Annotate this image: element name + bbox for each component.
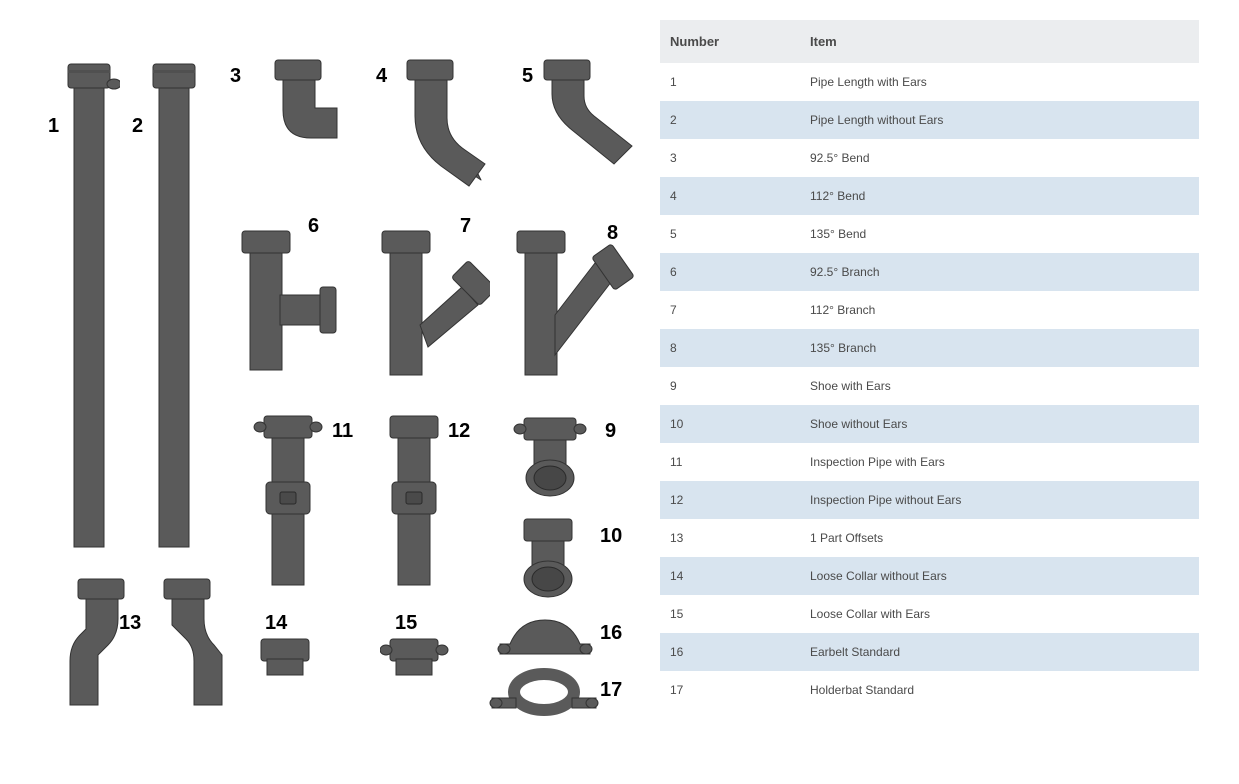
cell-number: 17 — [660, 671, 800, 709]
part-1-pipe-with-ears — [60, 60, 120, 550]
cell-item: 135° Branch — [800, 329, 1199, 367]
part-16-earbelt — [490, 610, 600, 660]
part-13b-offset — [160, 575, 230, 715]
diagram-label-13: 13 — [119, 612, 141, 635]
cell-number: 12 — [660, 481, 800, 519]
cell-number: 10 — [660, 405, 800, 443]
cell-item: Loose Collar with Ears — [800, 595, 1199, 633]
part-13a-offset — [58, 575, 128, 715]
diagram-label-3: 3 — [230, 65, 241, 88]
cell-item: Pipe Length without Ears — [800, 101, 1199, 139]
cell-item: Inspection Pipe with Ears — [800, 443, 1199, 481]
cell-item: 112° Branch — [800, 291, 1199, 329]
diagram-label-10: 10 — [600, 525, 622, 548]
cell-number: 4 — [660, 177, 800, 215]
cell-number: 13 — [660, 519, 800, 557]
diagram-label-1: 1 — [48, 115, 59, 138]
cell-item: Pipe Length with Ears — [800, 63, 1199, 101]
part-14-collar-no-ears — [255, 635, 315, 680]
cell-item: Holderbat Standard — [800, 671, 1199, 709]
table-row: 131 Part Offsets — [660, 519, 1199, 557]
diagram-label-5: 5 — [522, 65, 533, 88]
diagram-label-7: 7 — [460, 215, 471, 238]
part-6-branch-92 — [230, 225, 340, 375]
cell-number: 14 — [660, 557, 800, 595]
part-4-bend-112 — [385, 58, 495, 193]
table-row: 15Loose Collar with Ears — [660, 595, 1199, 633]
part-3-bend-92 — [245, 58, 345, 178]
table-row: 1Pipe Length with Ears — [660, 63, 1199, 101]
cell-number: 9 — [660, 367, 800, 405]
cell-number: 7 — [660, 291, 800, 329]
part-2-pipe-without-ears — [145, 60, 200, 550]
cell-number: 11 — [660, 443, 800, 481]
part-12-inspection-no-ears — [378, 410, 448, 590]
cell-number: 2 — [660, 101, 800, 139]
part-8-branch-135 — [505, 225, 635, 380]
table-row: 5135° Bend — [660, 215, 1199, 253]
table-panel: Number Item 1Pipe Length with Ears2Pipe … — [650, 0, 1239, 784]
diagram-label-12: 12 — [448, 420, 470, 443]
cell-item: Shoe without Ears — [800, 405, 1199, 443]
diagram-label-9: 9 — [605, 420, 616, 443]
table-row: 4112° Bend — [660, 177, 1199, 215]
table-row: 8135° Branch — [660, 329, 1199, 367]
cell-item: 1 Part Offsets — [800, 519, 1199, 557]
part-5-bend-135 — [530, 58, 640, 168]
diagram-label-17: 17 — [600, 679, 622, 702]
part-7-branch-112 — [370, 225, 490, 380]
part-17-holderbat — [484, 668, 604, 723]
table-row: 10Shoe without Ears — [660, 405, 1199, 443]
diagram-label-11: 11 — [332, 420, 353, 443]
diagram-label-4: 4 — [376, 65, 387, 88]
table-row: 11Inspection Pipe with Ears — [660, 443, 1199, 481]
cell-item: 92.5° Branch — [800, 253, 1199, 291]
diagram-label-16: 16 — [600, 622, 622, 645]
table-row: 9Shoe with Ears — [660, 367, 1199, 405]
diagram-label-14: 14 — [265, 612, 287, 635]
table-row: 16Earbelt Standard — [660, 633, 1199, 671]
table-row: 12Inspection Pipe without Ears — [660, 481, 1199, 519]
diagram-label-6: 6 — [308, 215, 319, 238]
cell-item: Loose Collar without Ears — [800, 557, 1199, 595]
diagram-label-8: 8 — [607, 222, 618, 245]
col-number: Number — [660, 20, 800, 63]
table-row: 17Holderbat Standard — [660, 671, 1199, 709]
cell-number: 1 — [660, 63, 800, 101]
cell-item: 135° Bend — [800, 215, 1199, 253]
cell-number: 8 — [660, 329, 800, 367]
diagram-label-15: 15 — [395, 612, 417, 635]
col-item: Item — [800, 20, 1199, 63]
cell-item: 112° Bend — [800, 177, 1199, 215]
table-row: 2Pipe Length without Ears — [660, 101, 1199, 139]
cell-item: Shoe with Ears — [800, 367, 1199, 405]
diagram-panel: 1234567891011121314151617 — [0, 0, 650, 784]
cell-number: 6 — [660, 253, 800, 291]
parts-table: Number Item 1Pipe Length with Ears2Pipe … — [660, 20, 1199, 709]
part-9-shoe-ears — [510, 412, 600, 502]
cell-item: 92.5° Bend — [800, 139, 1199, 177]
cell-number: 15 — [660, 595, 800, 633]
cell-number: 3 — [660, 139, 800, 177]
cell-number: 16 — [660, 633, 800, 671]
table-row: 14Loose Collar without Ears — [660, 557, 1199, 595]
cell-item: Inspection Pipe without Ears — [800, 481, 1199, 519]
part-10-shoe-no-ears — [510, 515, 590, 605]
part-15-collar-ears — [380, 635, 450, 680]
part-11-inspection-ears — [250, 410, 330, 590]
table-row: 392.5° Bend — [660, 139, 1199, 177]
table-row: 7112° Branch — [660, 291, 1199, 329]
table-header-row: Number Item — [660, 20, 1199, 63]
diagram-label-2: 2 — [132, 115, 143, 138]
table-row: 692.5° Branch — [660, 253, 1199, 291]
cell-item: Earbelt Standard — [800, 633, 1199, 671]
cell-number: 5 — [660, 215, 800, 253]
